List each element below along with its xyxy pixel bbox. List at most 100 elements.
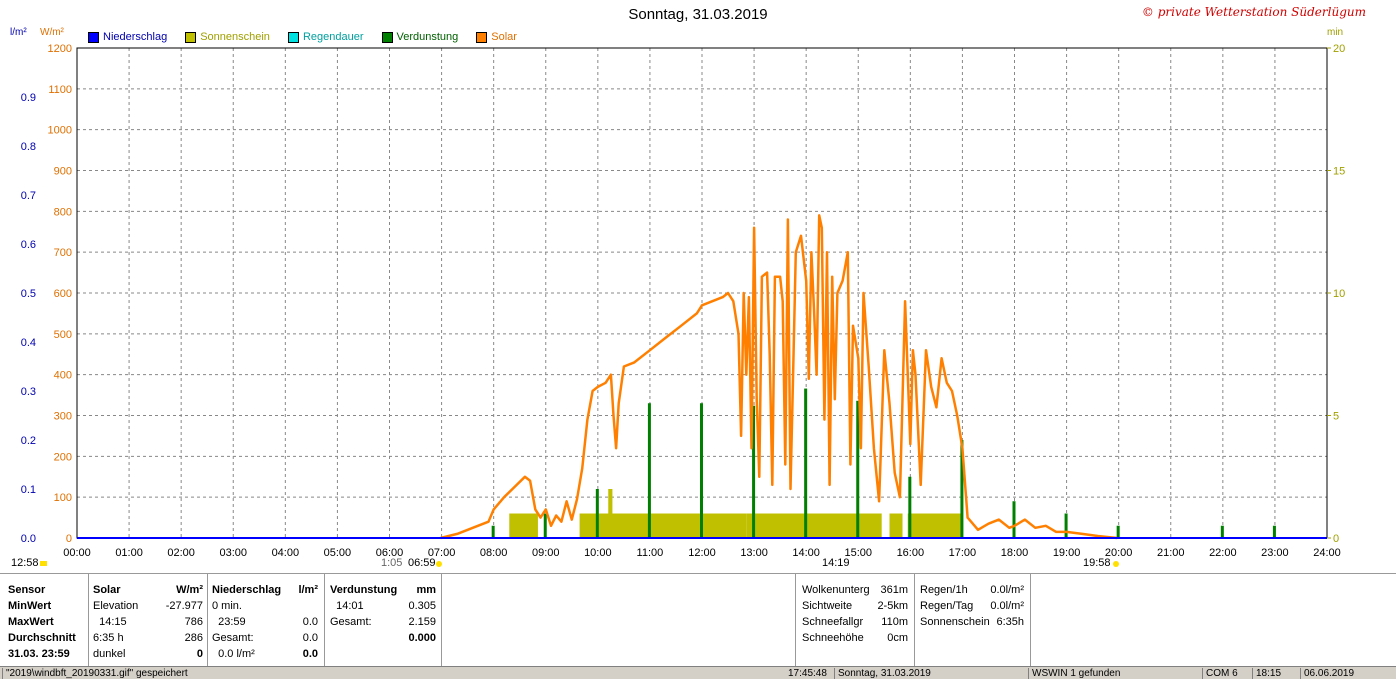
chart-legend: Niederschlag Sonnenschein Regendauer Ver… [88,31,517,43]
evaporation-series [491,388,1276,538]
chart-title: Sonntag, 31.03.2019 [628,6,768,23]
status-today: 06.06.2019 [1300,668,1396,679]
evaporation-bar [1272,525,1276,538]
y-axis-solar-ticks: 0 100 200 300 400 500 600 700 800 900 1000 1100 1200 [48,43,72,545]
sunshine-block [907,513,963,538]
evaporation-bar [1064,513,1068,538]
y-tick-precip: 0.6 [21,239,36,251]
y-tick-precip: 0.9 [21,92,36,104]
x-tick-label: 23:00 [1261,547,1289,559]
marker-sunrise: 06:59 [408,557,436,569]
evaporation-bar [1012,501,1016,538]
y-tick-precip: 0.8 [21,141,36,153]
x-tick-label: 05:00 [324,547,352,559]
marker-sunset: 19:58 [1083,557,1111,569]
y-tick-solar: 300 [54,411,72,423]
y-tick-solar: 0 [66,533,72,545]
y-tick-precip: 0.7 [21,190,36,202]
sunshine-block [509,513,538,538]
sensor-column: Sensor MinWert MaxWert Durchschnitt 31.03. 2… [8,584,76,660]
y-tick-precip: 0.4 [21,337,36,349]
legend-verdunstung: Verdunstung [381,31,458,43]
y-axis-precip-ticks: 0.0 0.1 0.2 0.3 0.4 0.5 0.6 0.7 0.8 0.9 [21,92,36,545]
x-tick-label: 13:00 [740,547,768,559]
x-tick-label: 07:00 [428,547,456,559]
y-tick-solar: 1100 [48,84,72,96]
evaporation-bar [1220,525,1224,538]
evaporation-column: Verdunstung mm 14:01 0.305 Gesamt: 2.159 0.… [330,584,436,644]
y-tick-minutes: 0 [1333,533,1339,545]
y-tick-solar: 900 [54,166,72,178]
unit-minutes: min [1327,27,1344,38]
evaporation-bar [960,440,964,538]
unit-solar: W/m² [40,27,64,38]
evaporation-bar [1116,525,1120,538]
status-time: 17:45:48 [788,668,827,679]
y-tick-solar: 600 [54,288,72,300]
solar-line [440,214,1118,540]
x-tick-label: 24:00 [1313,547,1341,559]
x-tick-label: 04:00 [272,547,300,559]
y-tick-precip: 0.0 [21,533,36,545]
y-tick-solar: 200 [54,451,72,463]
y-tick-precip: 0.3 [21,386,36,398]
sun-marker-icon [40,561,47,566]
sunshine-block [746,513,882,538]
y-tick-solar: 1000 [48,125,72,137]
sunshine-block [579,513,747,538]
sunset-icon [1113,561,1119,567]
x-tick-label: 09:00 [532,547,560,559]
x-tick-label: 12:00 [688,547,716,559]
x-tick-label: 15:00 [844,547,872,559]
y-tick-minutes: 5 [1333,411,1339,423]
x-tick-label: 18:00 [1001,547,1029,559]
y-tick-solar: 800 [54,206,72,218]
status-clock: 18:15 [1252,668,1296,679]
x-tick-label: 21:00 [1157,547,1185,559]
status-bar: "2019\windbft_20190331.gif" gespeichert … [0,666,1396,679]
y-tick-precip: 0.2 [21,435,36,447]
y-axis-minutes-ticks: 0 5 10 15 20 [1327,43,1345,545]
x-tick-label: 00:00 [63,547,91,559]
sunshine-block [889,513,903,538]
evaporation-bar [908,476,912,538]
x-tick-label: 16:00 [897,547,925,559]
legend-regendauer: Regendauer [287,31,364,43]
x-axis-ticks: 00:00 01:00 02:00 03:00 04:00 05:00 06:00 07:00… [63,547,1341,559]
evaporation-bar [595,489,599,538]
x-tick-label: 01:00 [115,547,143,559]
x-tick-label: 03:00 [219,547,247,559]
evaporation-bar [647,403,651,538]
evaporation-bar [856,400,860,538]
y-tick-minutes: 20 [1333,43,1345,55]
y-tick-solar: 500 [54,329,72,341]
y-tick-solar: 100 [54,492,72,504]
solar-column: Solar W/m² Elevation -27.977 14:15 786 6:35… [93,584,203,660]
stats-panel: Sensor MinWert MaxWert Durchschnitt 31.03. 2… [0,573,1396,666]
y-tick-solar: 400 [54,370,72,382]
status-date: Sonntag, 31.03.2019 [834,668,1028,679]
x-tick-label: 02:00 [167,547,195,559]
weather-chart: 0.00.10.20.30.40.50.60.70.80.9 010020030… [21,43,1346,559]
unit-precip: l/m² [10,27,27,38]
x-tick-label: 11:00 [637,547,664,559]
x-tick-label: 17:00 [949,547,977,559]
marker-left-time: 12:58 [11,557,39,569]
marker-max-time: 14:19 [822,557,850,569]
legend-sonnenschein: Sonnenschein [185,31,270,43]
x-tick-label: 14:00 [792,547,820,559]
evaporation-bar [700,403,703,538]
x-tick-label: 06:00 [376,547,404,559]
marker-sunrise-prefix: 1:05 [381,557,403,569]
weather-column: Wolkenunterg 361m Sichtweite 2-5km Schneef… [802,584,908,644]
x-tick-label: 22:00 [1209,547,1237,559]
legend-niederschlag: Niederschlag [88,31,167,43]
evaporation-bar [543,513,547,538]
station-credit: © private Wetterstation Süderlügum [1141,5,1366,19]
status-wswin: WSWIN 1 gefunden [1028,668,1202,679]
evaporation-bar [804,388,808,538]
legend-solar: Solar [476,31,517,43]
x-tick-label: 08:00 [480,547,508,559]
precipitation-column: Niederschlag l/m² 0 min. 23:59 0.0 Gesamt:… [212,584,318,660]
y-tick-solar: 700 [54,247,72,259]
